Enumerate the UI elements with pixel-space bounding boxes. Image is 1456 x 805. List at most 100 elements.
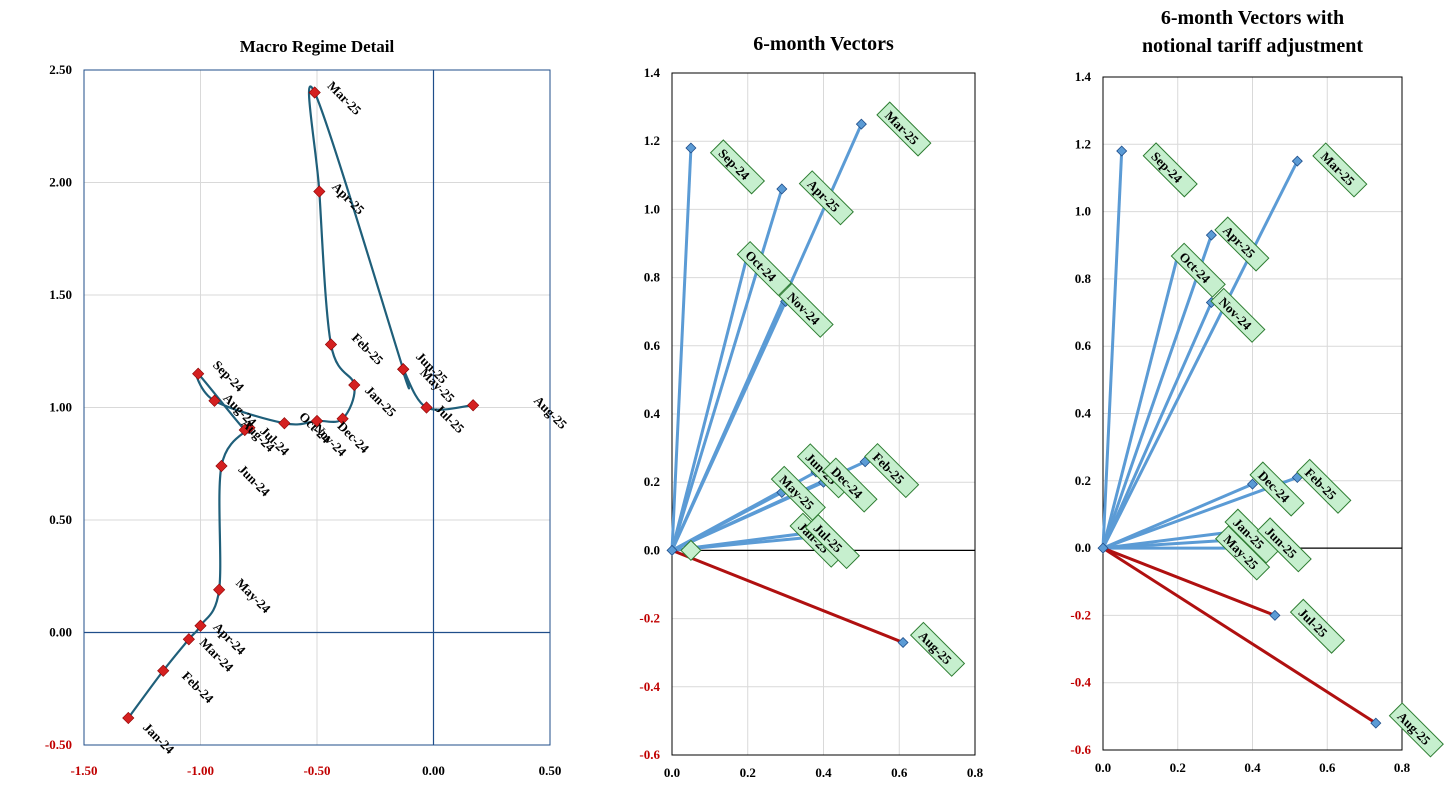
data-point-marker — [313, 185, 326, 198]
y-tick-label: 0.00 — [49, 625, 72, 640]
x-tick-label: 0.8 — [967, 765, 984, 780]
vector-label: Sep-24 — [1142, 142, 1198, 198]
data-point-label: May-24 — [233, 575, 274, 616]
vector-label-box — [778, 282, 834, 338]
data-point-marker — [397, 363, 410, 376]
vector-line — [1101, 301, 1213, 549]
y-tick-label: -0.50 — [45, 737, 72, 752]
data-point-marker — [213, 583, 226, 596]
vector-label: Apr-25 — [798, 170, 854, 226]
vector-line — [1102, 546, 1276, 617]
vector-label-box — [909, 621, 966, 677]
y-tick-label: 0.2 — [1075, 473, 1091, 488]
origin-marker — [1097, 542, 1109, 554]
y-tick-label: 0.50 — [49, 512, 72, 527]
vector-line — [1101, 234, 1213, 549]
x-tick-label: -0.50 — [303, 763, 330, 778]
data-point-marker — [420, 401, 433, 414]
data-point-marker — [278, 417, 291, 430]
vector-line — [1101, 160, 1299, 549]
vector-label-box — [770, 465, 826, 521]
y-tick-label: 1.2 — [644, 133, 660, 148]
x-tick-label: 0.4 — [815, 765, 832, 780]
data-point-marker — [208, 394, 221, 407]
data-point-label: Aug-25 — [531, 393, 571, 433]
y-tick-label: 0.6 — [644, 338, 661, 353]
vector-label: Feb-25 — [864, 443, 920, 499]
data-point-marker — [182, 633, 195, 646]
y-tick-label: 0.6 — [1075, 338, 1092, 353]
plot-border — [1102, 76, 1403, 751]
data-point-label: Feb-24 — [179, 668, 217, 706]
data-point-marker — [194, 619, 207, 632]
data-point-label: Feb-25 — [349, 330, 387, 368]
data-point-marker — [324, 338, 338, 351]
vector-label: Mar-25 — [876, 101, 932, 157]
origin-marker — [666, 544, 678, 556]
y-tick-label: 2.50 — [49, 62, 72, 77]
vector-line — [670, 300, 787, 552]
vector-label-box — [822, 457, 878, 513]
chart-title: 6-month Vectors with — [1161, 7, 1344, 29]
vector-label-box — [1312, 142, 1368, 198]
vector-label-box — [1214, 216, 1270, 272]
vector-endpoint-marker — [1291, 155, 1303, 167]
y-tick-label: 1.0 — [644, 201, 660, 216]
data-point-label: Jan-25 — [362, 383, 400, 421]
chart-title: notional tariff adjustment — [1142, 35, 1363, 57]
vector-line — [670, 188, 784, 551]
vectors-chart: 6-month Vectors 0.0 0.2 0.4 0.6 0.8 -0.6 -0.4 -0… — [639, 33, 983, 780]
vector-line — [1102, 546, 1377, 725]
data-point-marker — [238, 423, 251, 437]
x-tick-label: 0.0 — [664, 765, 680, 780]
y-tick-label: -0.6 — [639, 747, 660, 762]
y-tick-label: -0.6 — [1070, 742, 1091, 757]
y-tick-label: 1.00 — [49, 400, 72, 415]
vector-label: Nov-24 — [778, 282, 834, 338]
y-tick-label: -0.4 — [1070, 675, 1091, 690]
vector-label: Mar-25 — [1312, 142, 1368, 198]
y-tick-label: 0.2 — [644, 474, 660, 489]
vector-line — [671, 549, 904, 644]
origin-label-box — [680, 539, 702, 562]
data-point-label: Sep-24 — [210, 357, 248, 395]
y-tick-label: 0.0 — [1075, 540, 1091, 555]
x-tick-label: 0.2 — [1170, 760, 1186, 775]
data-point-marker — [157, 664, 170, 677]
y-tick-label: 0.8 — [1075, 271, 1092, 286]
macro-regime-chart: Macro Regime Detail -1.50 -1.00 -0.50 0.00 0.… — [45, 37, 571, 778]
data-point-marker — [308, 86, 321, 99]
data-point-marker — [310, 414, 324, 428]
x-tick-label: 0.6 — [1319, 760, 1336, 775]
vector-line — [670, 253, 750, 551]
y-tick-label: -0.4 — [639, 679, 660, 694]
vector-line — [1101, 254, 1180, 549]
x-tick-label: 0.0 — [1095, 760, 1111, 775]
y-tick-label: 1.50 — [49, 287, 72, 302]
vector-endpoint-marker — [1269, 609, 1281, 621]
data-point-label: Jan-24 — [140, 720, 178, 758]
vector-label: Aug-25 — [909, 621, 966, 677]
vector-label-box — [804, 514, 861, 570]
x-tick-label: 0.6 — [891, 765, 908, 780]
plot-border — [83, 69, 551, 746]
data-point-marker — [122, 711, 135, 725]
vector-label: Aug-25 — [1388, 702, 1444, 758]
vector-line — [670, 147, 693, 551]
vector-label: Apr-25 — [1214, 216, 1270, 272]
vector-endpoint-marker — [685, 142, 697, 154]
y-tick-label: -0.2 — [1070, 607, 1091, 622]
data-point-marker — [192, 367, 205, 380]
vector-endpoint-marker — [776, 183, 788, 195]
tariff-vectors-chart: 6-month Vectors with notional tariff adju… — [1070, 7, 1444, 775]
vector-label: Dec-24 — [1249, 461, 1305, 517]
data-point-marker — [348, 378, 361, 392]
vector-label: Sep-24 — [709, 139, 766, 195]
vector-label-box — [1215, 525, 1271, 581]
x-tick-label: 0.00 — [422, 763, 445, 778]
vector-label: Jul-25 — [1289, 598, 1346, 654]
y-tick-label: -0.2 — [639, 611, 660, 626]
vector-label: Oct-24 — [1170, 242, 1226, 298]
vector-label-box — [1210, 287, 1266, 343]
